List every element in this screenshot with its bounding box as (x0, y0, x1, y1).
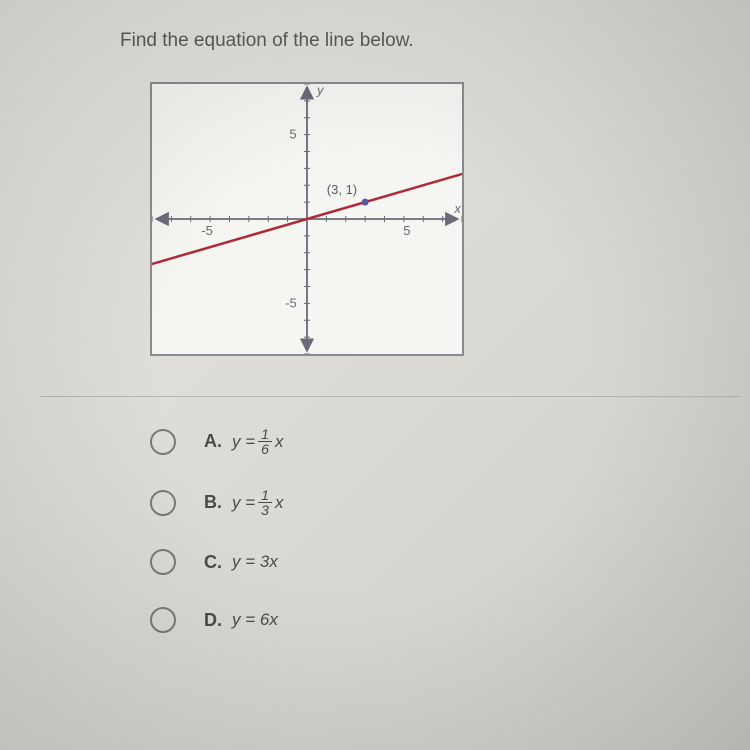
line-graph: -5 5 5 -5 y x (3, 1) (150, 82, 464, 356)
svg-text:5: 5 (289, 127, 296, 142)
divider (40, 396, 740, 397)
option-equation: y = 3x (232, 552, 278, 572)
svg-text:(3, 1): (3, 1) (327, 182, 357, 197)
svg-text:5: 5 (403, 223, 410, 238)
option-letter: C. (204, 552, 222, 573)
option-equation: y = 1 6 x (232, 427, 283, 456)
radio-icon[interactable] (150, 490, 176, 516)
option-c[interactable]: C. y = 3x (150, 549, 710, 575)
question-prompt: Find the equation of the line below. (120, 30, 710, 52)
option-a[interactable]: A. y = 1 6 x (150, 427, 710, 456)
radio-icon[interactable] (150, 429, 176, 455)
svg-text:-5: -5 (201, 223, 213, 238)
option-letter: D. (204, 610, 222, 631)
radio-icon[interactable] (150, 607, 176, 633)
option-d[interactable]: D. y = 6x (150, 607, 710, 633)
option-letter: B. (204, 492, 222, 513)
radio-icon[interactable] (150, 549, 176, 575)
svg-text:x: x (453, 201, 461, 216)
svg-text:-5: -5 (285, 295, 297, 310)
option-letter: A. (204, 431, 222, 452)
option-b[interactable]: B. y = 1 3 x (150, 488, 710, 517)
option-equation: y = 6x (232, 610, 278, 630)
answer-options: A. y = 1 6 x B. y = 1 3 x (150, 427, 710, 633)
option-equation: y = 1 3 x (232, 488, 283, 517)
svg-text:y: y (316, 84, 325, 97)
